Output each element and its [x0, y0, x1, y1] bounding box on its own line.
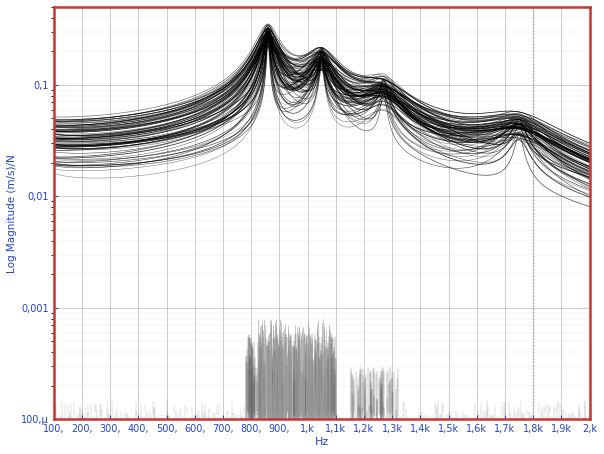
X-axis label: Hz: Hz — [315, 437, 329, 447]
Y-axis label: Log Magnitude (m/s)/N: Log Magnitude (m/s)/N — [7, 154, 17, 272]
